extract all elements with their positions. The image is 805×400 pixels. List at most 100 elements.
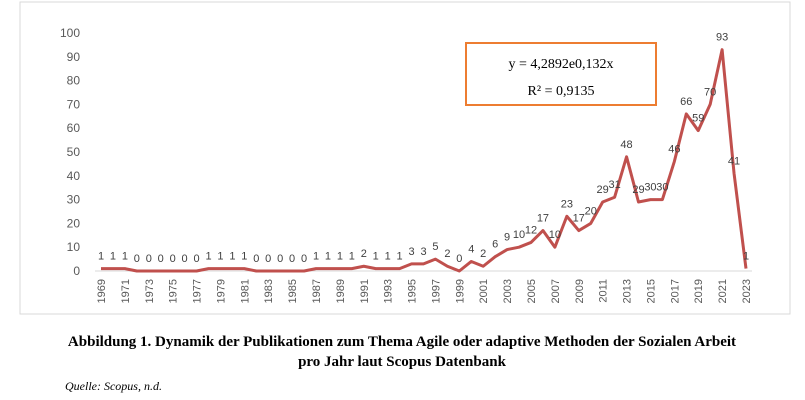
data-label: 20 xyxy=(585,205,597,217)
data-label: 41 xyxy=(728,155,740,167)
y-tick-label: 0 xyxy=(73,264,80,278)
x-tick-label: 1995 xyxy=(407,279,419,303)
data-label: 66 xyxy=(680,96,692,108)
caption: pro Jahr laut Scopus Datenbank xyxy=(298,354,506,370)
x-tick-label: 2021 xyxy=(717,279,729,303)
data-label: 17 xyxy=(573,213,585,225)
data-label: 0 xyxy=(134,253,140,265)
data-label: 1 xyxy=(229,251,235,263)
data-label: 10 xyxy=(549,229,561,241)
x-tick-label: 1999 xyxy=(454,279,466,303)
y-tick-label: 30 xyxy=(67,193,81,207)
x-tick-label: 1997 xyxy=(430,279,442,303)
x-tick-label: 2013 xyxy=(622,279,634,303)
x-tick-label: 2011 xyxy=(598,279,610,303)
data-label: 0 xyxy=(277,253,283,265)
x-tick-label: 1991 xyxy=(359,279,371,303)
data-label: 29 xyxy=(632,184,644,196)
y-tick-label: 70 xyxy=(67,97,81,111)
x-tick-label: 2005 xyxy=(526,279,538,303)
y-tick-label: 50 xyxy=(67,145,81,159)
r-squared: R² = 0,9135 xyxy=(528,84,595,99)
data-label: 48 xyxy=(620,139,632,151)
data-label: 1 xyxy=(98,251,104,263)
data-label: 1 xyxy=(337,251,343,263)
data-label: 0 xyxy=(146,253,152,265)
data-label: 59 xyxy=(692,113,704,125)
caption: Abbildung 1. Dynamik der Publikationen z… xyxy=(68,334,736,350)
data-label: 1 xyxy=(385,251,391,263)
data-label: 1 xyxy=(205,251,211,263)
line xyxy=(101,48,748,273)
data-label: 0 xyxy=(170,253,176,265)
x-tick-label: 2009 xyxy=(574,279,586,303)
data-label: 0 xyxy=(289,253,295,265)
data-label: 0 xyxy=(158,253,164,265)
x-tick-label: 1973 xyxy=(144,279,156,303)
data-label: 2 xyxy=(444,248,450,260)
data-label: 6 xyxy=(492,239,498,251)
x-tick-label: 1981 xyxy=(239,279,251,303)
x-tick-label: 2001 xyxy=(478,279,490,303)
data-label: 1 xyxy=(325,251,331,263)
data-label: 17 xyxy=(537,213,549,225)
x-tick-label: 2015 xyxy=(645,279,657,303)
source: Quelle: Scopus, n.d. xyxy=(65,379,162,393)
x-tick-label: 1993 xyxy=(383,279,395,303)
data-label: 1 xyxy=(110,251,116,263)
data-label: 1 xyxy=(397,251,403,263)
x-tick-label: 2019 xyxy=(693,279,705,303)
data-label: 3 xyxy=(408,246,414,258)
data-label: 0 xyxy=(301,253,307,265)
chart-frame xyxy=(19,1,791,315)
x-tick-label: 2007 xyxy=(550,279,562,303)
y-tick-label: 90 xyxy=(67,50,81,64)
x-tick-label: 2017 xyxy=(669,279,681,303)
data-label: 1 xyxy=(122,251,128,263)
data-label: 1 xyxy=(373,251,379,263)
data-label: 23 xyxy=(561,198,573,210)
x-tick-label: 1983 xyxy=(263,279,275,303)
x-tick-label: 1989 xyxy=(335,279,347,303)
x-tick-label: 2003 xyxy=(502,279,514,303)
data-label: 29 xyxy=(597,184,609,196)
x-tick-label: 1985 xyxy=(287,279,299,303)
data-label: 1 xyxy=(313,251,319,263)
x-tick-label: 1971 xyxy=(120,279,132,303)
x-tick-label: 2023 xyxy=(741,279,753,303)
data-label: 0 xyxy=(253,253,259,265)
x-tick-label: 1979 xyxy=(215,279,227,303)
data-label: 2 xyxy=(361,248,367,260)
y-tick-label: 40 xyxy=(67,169,81,183)
y-tick-label: 60 xyxy=(67,121,81,135)
data-label: 1 xyxy=(743,251,749,263)
equation-box xyxy=(465,42,657,106)
y-tick-label: 80 xyxy=(67,74,81,88)
y-tick-label: 20 xyxy=(67,216,81,230)
data-label: 0 xyxy=(265,253,271,265)
data-label: 93 xyxy=(716,32,728,44)
data-label: 0 xyxy=(193,253,199,265)
data-label: 0 xyxy=(456,253,462,265)
data-label: 46 xyxy=(668,144,680,156)
data-label: 12 xyxy=(525,224,537,236)
data-label: 5 xyxy=(432,241,438,253)
data-label: 0 xyxy=(182,253,188,265)
y-tick-label: 100 xyxy=(60,26,80,40)
y-tick-label: 10 xyxy=(67,240,81,254)
data-label: 31 xyxy=(608,179,620,191)
data-label: 1 xyxy=(217,251,223,263)
data-label: 30 xyxy=(656,182,668,194)
data-label: 70 xyxy=(704,86,716,98)
data-label: 2 xyxy=(480,248,486,260)
x-tick-label: 1977 xyxy=(192,279,204,303)
data-label: 9 xyxy=(504,232,510,244)
x-tick-label: 1975 xyxy=(168,279,180,303)
x-tick-label: 1987 xyxy=(311,279,323,303)
data-label: 3 xyxy=(420,246,426,258)
data-label: 4 xyxy=(468,243,474,255)
data-label: 1 xyxy=(241,251,247,263)
data-label: 10 xyxy=(513,229,525,241)
